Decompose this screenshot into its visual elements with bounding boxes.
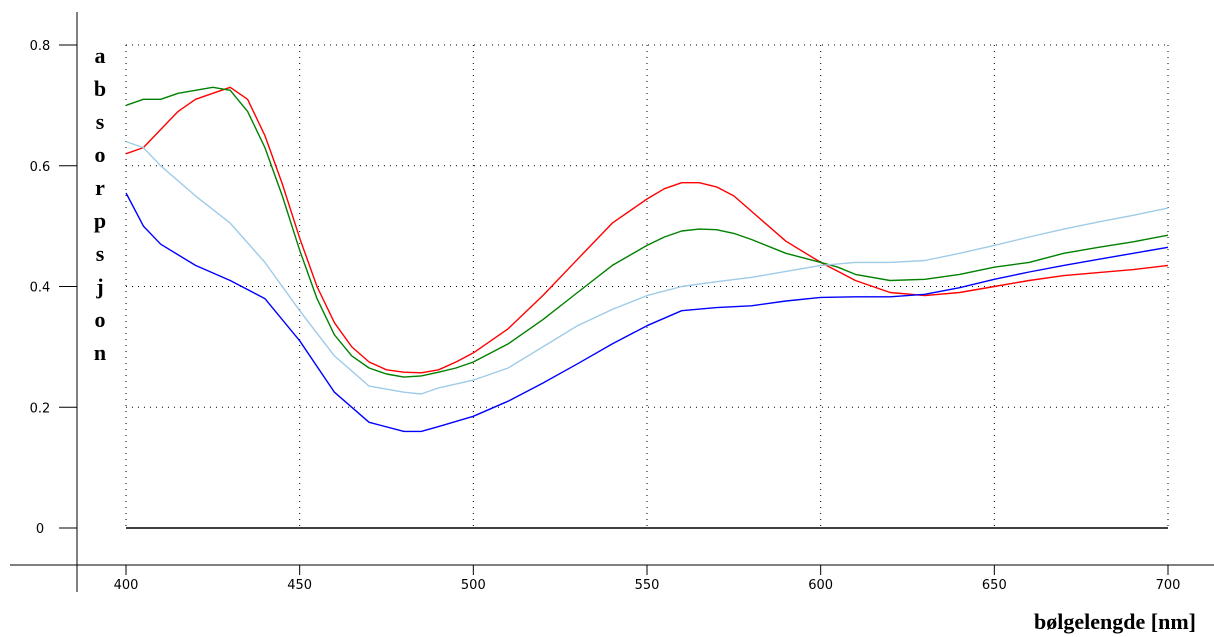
y-axis-label-letter: b (94, 76, 106, 101)
y-tick-label: 0 (36, 522, 44, 537)
series-line-3 (125, 140, 1169, 395)
x-tick-label: 450 (287, 578, 312, 593)
x-tick-label: 650 (982, 578, 1007, 593)
y-tick-label: 0.6 (30, 160, 51, 175)
y-axis-label-letter: n (94, 340, 106, 365)
y-axis-label-letter: p (94, 208, 106, 233)
y-axis-label-letter: o (95, 307, 106, 332)
x-tick-label: 550 (635, 578, 660, 593)
y-axis-label-letter: o (95, 142, 106, 167)
y-axis-label-letter: s (96, 109, 105, 134)
y-axis-label-letter: a (95, 43, 106, 68)
x-tick-label: 400 (114, 578, 139, 593)
x-axis-label: bølgelengde [nm] (1034, 609, 1196, 634)
grid (125, 44, 1169, 528)
x-tick-label: 500 (461, 578, 486, 593)
y-axis-label-letter: j (95, 274, 103, 299)
series (125, 86, 1169, 433)
y-axis-label-letter: r (95, 175, 105, 200)
ticks: 0 0.2 0.4 0.6 0.8 400 450 500 550 600 650 700 (30, 39, 1181, 593)
axes (10, 12, 1214, 592)
series-line-4 (125, 192, 1169, 433)
y-tick-label: 0.4 (30, 281, 51, 296)
series-line-2 (125, 86, 1169, 378)
y-tick-label: 0.2 (30, 401, 51, 416)
x-tick-label: 600 (808, 578, 833, 593)
y-tick-label: 0.8 (30, 39, 51, 54)
series-line-1 (125, 86, 1169, 374)
y-axis-label-letter: s (96, 241, 105, 266)
x-tick-label: 700 (1156, 578, 1181, 593)
